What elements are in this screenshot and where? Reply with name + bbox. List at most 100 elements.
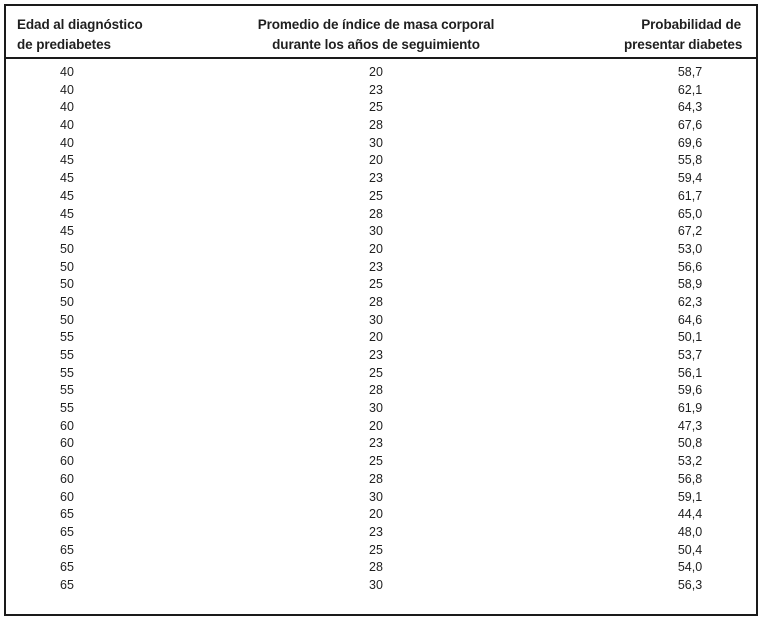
- cell-edad: 40: [60, 135, 74, 150]
- table-row: 50 20 53,0: [6, 241, 756, 259]
- table-row: 45 28 65,0: [6, 206, 756, 224]
- cell-imc: 23: [369, 82, 383, 97]
- table-row: 65 30 56,3: [6, 577, 756, 595]
- cell-probabilidad: 48,0: [677, 524, 703, 539]
- cell-imc: 20: [369, 507, 383, 522]
- cell-edad: 60: [60, 489, 74, 504]
- cell-imc: 20: [369, 241, 383, 256]
- cell-edad: 40: [60, 82, 74, 97]
- cell-imc: 25: [369, 277, 383, 292]
- cell-imc: 30: [369, 312, 383, 327]
- cell-probabilidad: 67,6: [677, 118, 703, 133]
- cell-edad: 50: [60, 259, 74, 274]
- table-row: 65 28 54,0: [6, 559, 756, 577]
- cell-edad: 65: [60, 507, 74, 522]
- cell-imc: 20: [369, 330, 383, 345]
- cell-edad: 45: [60, 171, 74, 186]
- cell-imc: 23: [369, 171, 383, 186]
- table-row: 55 28 59,6: [6, 382, 756, 400]
- table-row: 60 28 56,8: [6, 471, 756, 489]
- cell-imc: 25: [369, 454, 383, 469]
- cell-imc: 28: [369, 294, 383, 309]
- cell-edad: 55: [60, 401, 74, 416]
- column-header-imc-line1: Promedio de índice de masa corporal: [257, 17, 495, 32]
- cell-imc: 30: [369, 577, 383, 592]
- table-row: 55 20 50,1: [6, 329, 756, 347]
- probability-table: Edad al diagnóstico de prediabetes Prome…: [4, 4, 758, 616]
- table-row: 55 25 56,1: [6, 365, 756, 383]
- table-row: 45 30 67,2: [6, 223, 756, 241]
- table-row: 60 23 50,8: [6, 435, 756, 453]
- cell-probabilidad: 54,0: [677, 560, 703, 575]
- cell-imc: 23: [369, 259, 383, 274]
- cell-edad: 55: [60, 348, 74, 362]
- cell-edad: 40: [60, 100, 74, 115]
- table-row: 55 23 53,7: [6, 347, 756, 365]
- table-row: 60 25 53,2: [6, 453, 756, 471]
- cell-edad: 40: [60, 65, 74, 79]
- cell-imc: 28: [369, 206, 383, 221]
- cell-probabilidad: 61,7: [677, 188, 703, 203]
- table-body: 40 20 58,7 40 23 62,1 40 25 64,3 40 28 67,6 40 30 69,6…: [6, 59, 756, 595]
- cell-probabilidad: 44,4: [677, 507, 703, 522]
- table-row: 60 20 47,3: [6, 418, 756, 436]
- table-row: 60 30 59,1: [6, 489, 756, 507]
- column-header-edad-line2: de prediabetes: [17, 37, 111, 52]
- table-row: 40 30 69,6: [6, 135, 756, 153]
- table-row: 65 25 50,4: [6, 542, 756, 560]
- cell-probabilidad: 59,1: [677, 489, 703, 504]
- table-row: 45 20 55,8: [6, 152, 756, 170]
- table-header: Edad al diagnóstico de prediabetes Prome…: [6, 6, 756, 59]
- cell-probabilidad: 50,8: [677, 436, 703, 451]
- column-header-edad-line1: Edad al diagnóstico: [17, 17, 143, 32]
- cell-edad: 45: [60, 153, 74, 168]
- cell-probabilidad: 47,3: [677, 418, 703, 433]
- table-row: 50 30 64,6: [6, 312, 756, 330]
- cell-edad: 65: [60, 577, 74, 592]
- table-row: 40 25 64,3: [6, 99, 756, 117]
- cell-probabilidad: 65,0: [677, 206, 703, 221]
- table-row: 55 30 61,9: [6, 400, 756, 418]
- column-header-probabilidad: Probabilidad de presentar diabetes: [624, 15, 756, 57]
- cell-imc: 30: [369, 135, 383, 150]
- cell-imc: 30: [369, 401, 383, 416]
- cell-edad: 50: [60, 241, 74, 256]
- cell-probabilidad: 56,1: [677, 365, 703, 380]
- cell-imc: 23: [369, 436, 383, 451]
- cell-probabilidad: 50,1: [677, 330, 703, 345]
- cell-probabilidad: 59,4: [677, 171, 703, 186]
- cell-edad: 45: [60, 188, 74, 203]
- cell-probabilidad: 64,3: [677, 100, 703, 115]
- cell-edad: 50: [60, 277, 74, 292]
- table-row: 40 20 58,7: [6, 64, 756, 82]
- cell-probabilidad: 53,0: [677, 241, 703, 256]
- column-header-imc-line2: durante los años de seguimiento: [272, 37, 480, 52]
- table-row: 45 25 61,7: [6, 188, 756, 206]
- cell-imc: 20: [369, 65, 383, 79]
- cell-probabilidad: 62,1: [677, 82, 703, 97]
- column-header-probabilidad-line2: presentar diabetes: [624, 37, 743, 52]
- table-row: 45 23 59,4: [6, 170, 756, 188]
- cell-imc: 30: [369, 224, 383, 239]
- cell-imc: 20: [369, 153, 383, 168]
- cell-probabilidad: 64,6: [677, 312, 703, 327]
- table-row: 40 23 62,1: [6, 82, 756, 100]
- cell-edad: 60: [60, 418, 74, 433]
- table-row: 50 23 56,6: [6, 259, 756, 277]
- cell-edad: 60: [60, 471, 74, 486]
- cell-probabilidad: 59,6: [677, 383, 703, 398]
- cell-imc: 30: [369, 489, 383, 504]
- table-row: 50 28 62,3: [6, 294, 756, 312]
- cell-probabilidad: 56,6: [677, 259, 703, 274]
- cell-edad: 60: [60, 436, 74, 451]
- cell-probabilidad: 58,9: [677, 277, 703, 292]
- cell-imc: 28: [369, 471, 383, 486]
- cell-probabilidad: 58,7: [677, 65, 703, 79]
- cell-edad: 50: [60, 312, 74, 327]
- cell-imc: 28: [369, 118, 383, 133]
- cell-edad: 45: [60, 224, 74, 239]
- cell-imc: 25: [369, 188, 383, 203]
- cell-imc: 23: [369, 524, 383, 539]
- cell-probabilidad: 67,2: [677, 224, 703, 239]
- cell-edad: 40: [60, 118, 74, 133]
